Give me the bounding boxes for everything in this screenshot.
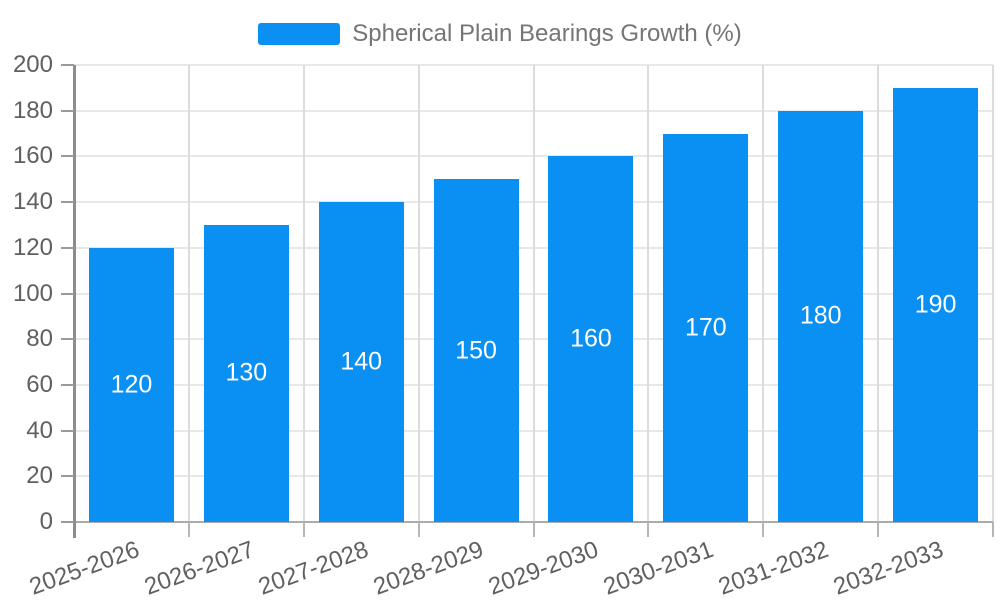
v-gridline bbox=[762, 65, 765, 522]
bar[interactable]: 170 bbox=[663, 133, 749, 522]
legend-label: Spherical Plain Bearings Growth (%) bbox=[352, 20, 742, 47]
v-gridline bbox=[187, 65, 190, 522]
y-axis-label: 140 bbox=[12, 188, 53, 216]
x-axis-label: 2028-2029 bbox=[370, 536, 488, 600]
bar[interactable]: 120 bbox=[88, 247, 174, 522]
bar[interactable]: 140 bbox=[318, 202, 404, 522]
y-tick bbox=[61, 521, 74, 523]
plot-area: 0 20 40 60 80 100 120 140 160 180 200 2025-2026 2026… bbox=[13, 53, 994, 600]
bar-value-label: 160 bbox=[570, 324, 612, 353]
bar[interactable]: 190 bbox=[893, 87, 979, 522]
y-tick bbox=[61, 292, 74, 295]
x-tick bbox=[187, 522, 190, 537]
x-axis-label: 2025-2026 bbox=[25, 536, 143, 600]
y-tick bbox=[61, 109, 74, 112]
y-axis-label: 180 bbox=[12, 96, 53, 124]
v-gridline bbox=[532, 65, 535, 522]
x-axis-label: 2030-2031 bbox=[599, 536, 718, 600]
v-gridline bbox=[877, 65, 880, 522]
y-axis-label: 60 bbox=[26, 370, 53, 398]
y-axis-label: 100 bbox=[12, 279, 53, 307]
x-tick bbox=[992, 522, 994, 537]
x-axis-label: 2026-2027 bbox=[140, 536, 258, 600]
y-axis-label: 40 bbox=[26, 416, 53, 444]
y-tick bbox=[61, 155, 74, 158]
y-tick bbox=[61, 383, 74, 386]
x-axis-label: 2029-2030 bbox=[485, 536, 603, 600]
y-axis-label: 80 bbox=[26, 325, 53, 353]
y-axis-label: 120 bbox=[12, 233, 53, 261]
x-tick bbox=[762, 522, 765, 537]
bar-value-label: 150 bbox=[455, 336, 497, 365]
v-gridline bbox=[302, 65, 305, 522]
bar[interactable]: 150 bbox=[433, 179, 519, 522]
y-axis-label: 160 bbox=[12, 142, 53, 170]
bar-value-label: 130 bbox=[225, 358, 268, 387]
y-tick bbox=[61, 429, 74, 432]
y-axis-label: 0 bbox=[39, 508, 53, 535]
y-axis-label: 20 bbox=[26, 462, 53, 490]
x-tick bbox=[417, 522, 420, 537]
bar-value-label: 180 bbox=[799, 301, 842, 330]
y-axis-line bbox=[73, 65, 76, 538]
bar[interactable]: 160 bbox=[548, 156, 634, 522]
y-tick bbox=[61, 201, 74, 204]
y-tick bbox=[61, 338, 74, 341]
v-gridline bbox=[647, 65, 650, 522]
x-tick bbox=[302, 522, 305, 537]
bar-value-label: 170 bbox=[684, 313, 727, 342]
bar[interactable]: 130 bbox=[203, 224, 289, 522]
legend-swatch-icon bbox=[258, 23, 341, 45]
v-gridline bbox=[417, 65, 420, 522]
bar-value-label: 190 bbox=[914, 290, 957, 319]
x-axis-label: 2031-2032 bbox=[714, 536, 832, 600]
bar-value-label: 120 bbox=[110, 370, 153, 399]
x-axis-label: 2027-2028 bbox=[255, 536, 373, 600]
x-tick bbox=[532, 522, 535, 537]
bar-value-label: 140 bbox=[340, 347, 383, 376]
legend-item[interactable]: Spherical Plain Bearings Growth (%) bbox=[0, 20, 1000, 48]
y-tick bbox=[61, 246, 74, 249]
x-tick bbox=[877, 522, 880, 537]
y-tick bbox=[61, 475, 74, 478]
v-gridline bbox=[992, 65, 994, 522]
y-axis-label: 200 bbox=[12, 51, 53, 78]
y-tick bbox=[61, 64, 74, 66]
x-tick bbox=[647, 522, 650, 537]
x-axis-label: 2032-2033 bbox=[829, 536, 947, 600]
bar[interactable]: 180 bbox=[778, 110, 864, 522]
